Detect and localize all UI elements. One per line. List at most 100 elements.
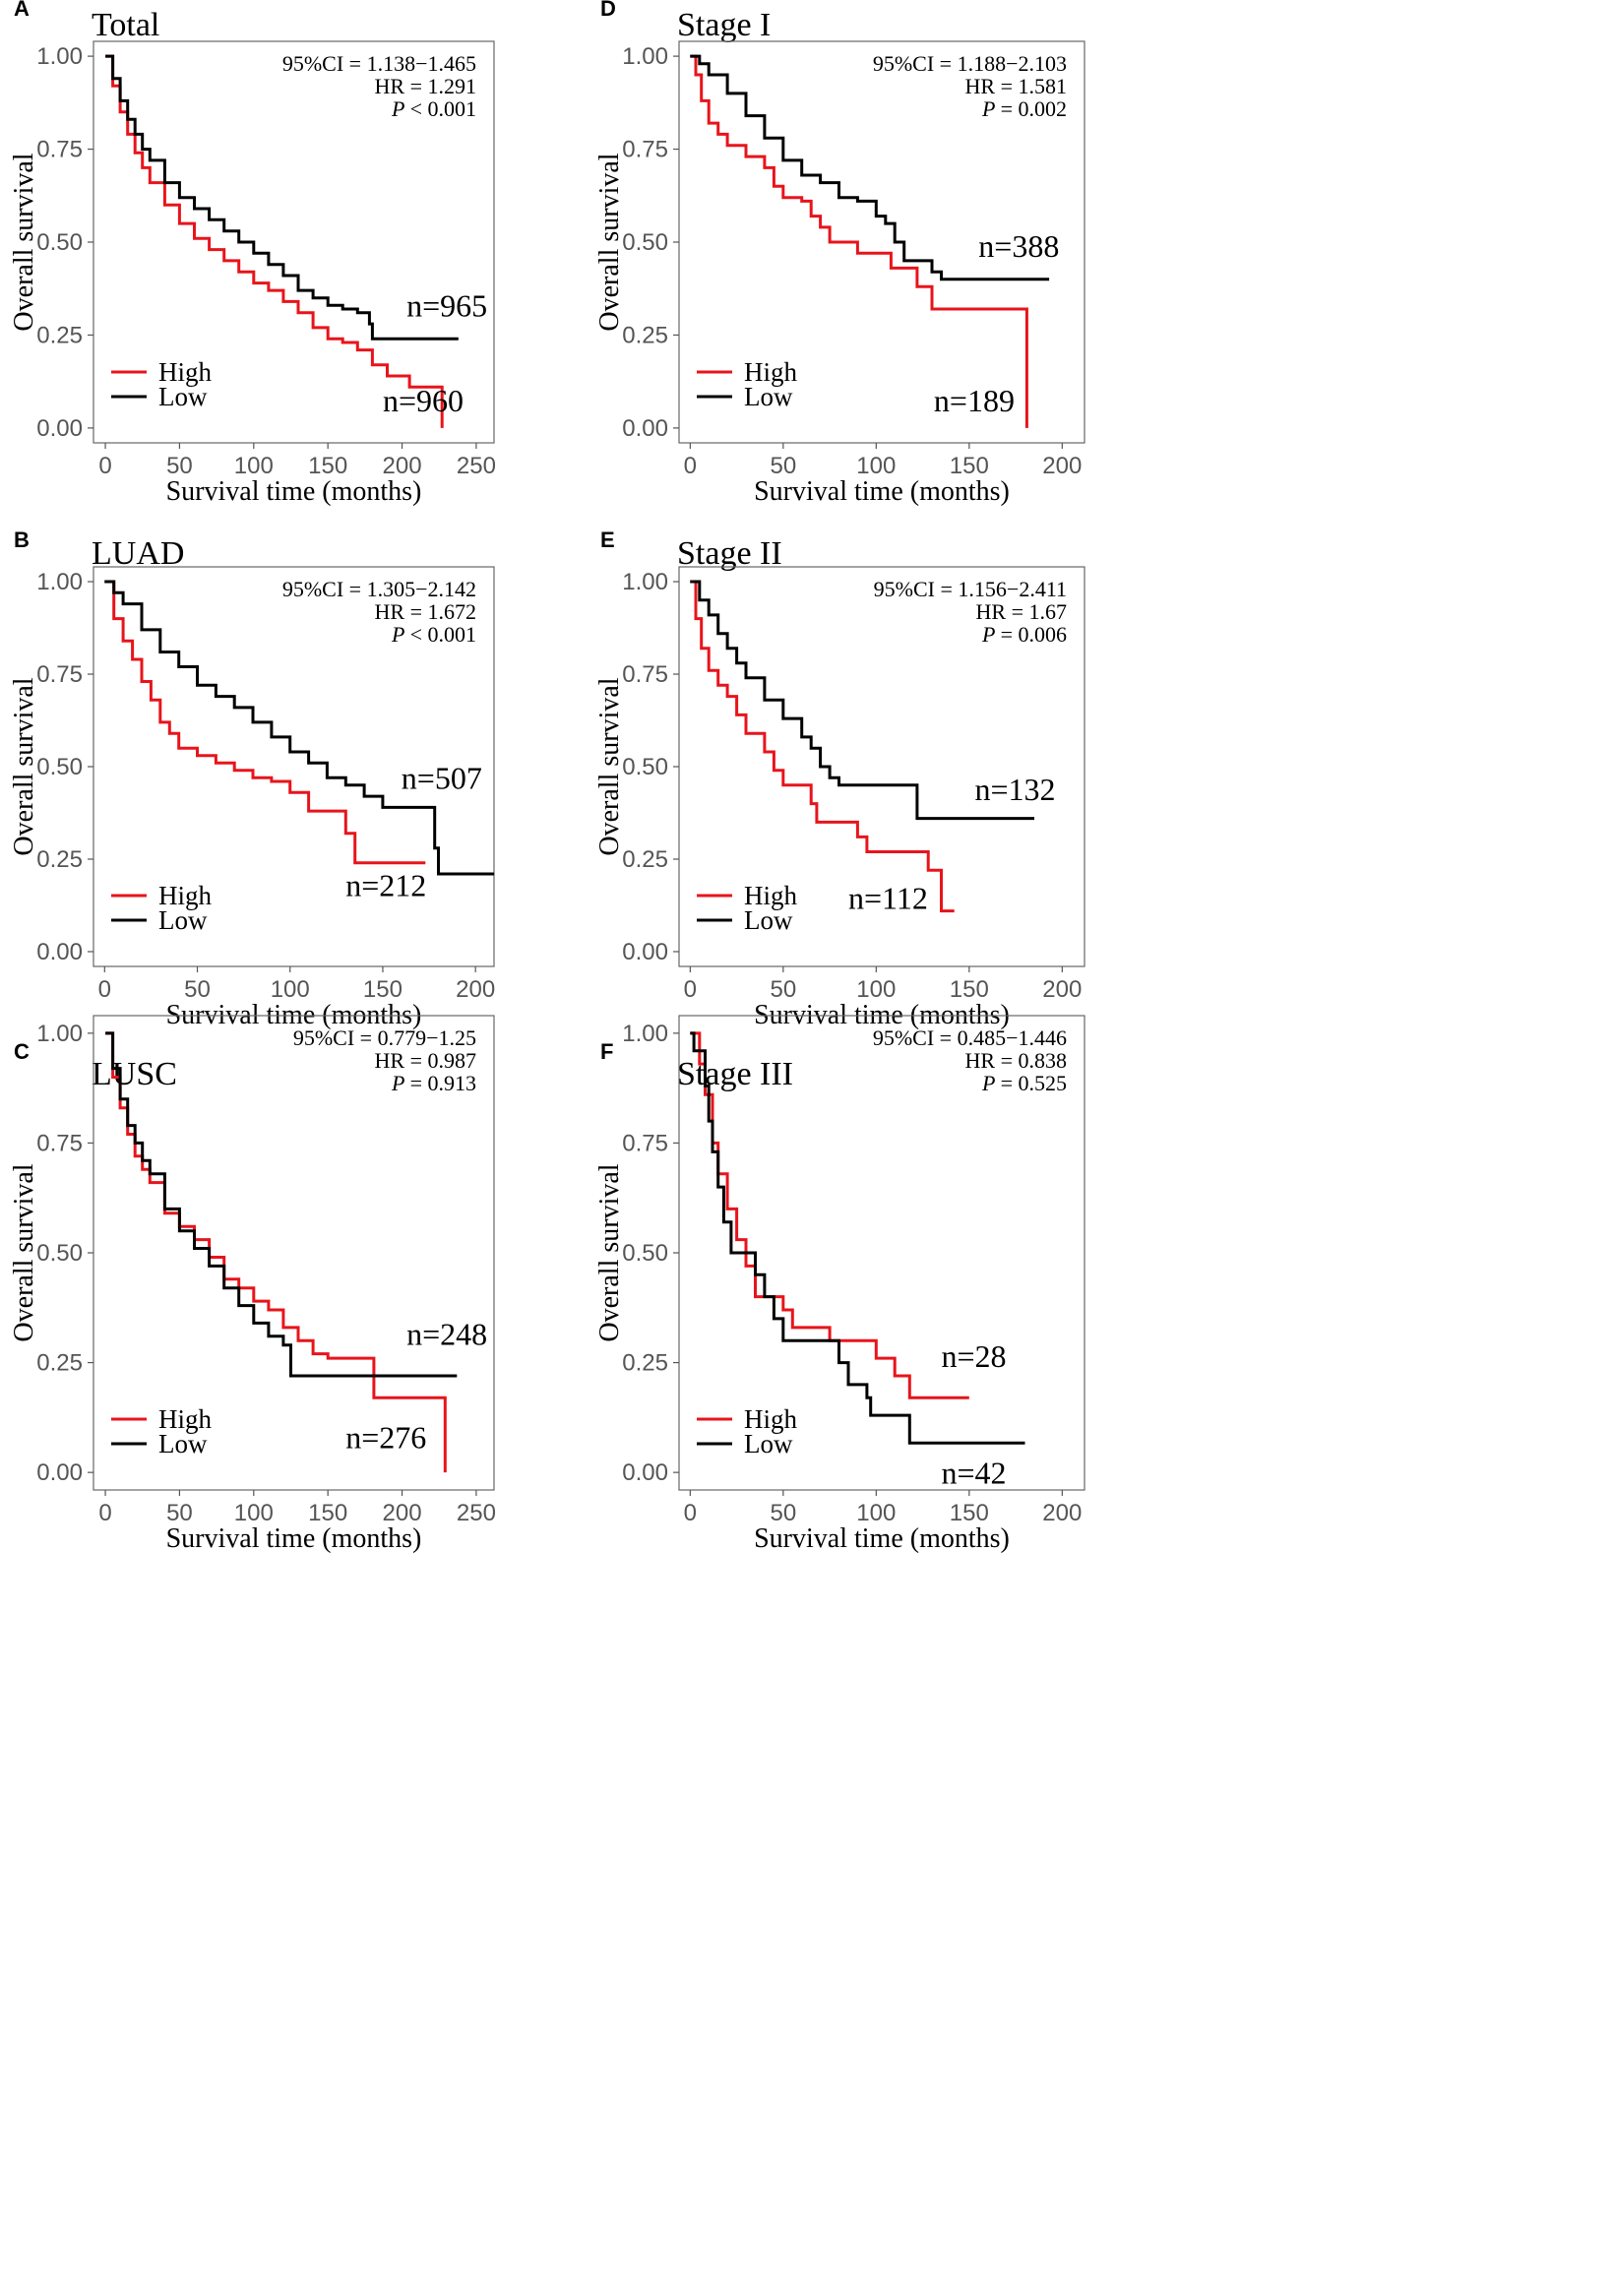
ci-text: 95%CI = 1.156−2.411 [874, 577, 1067, 601]
hr-text: HR = 1.67 [976, 599, 1067, 624]
legend-label-high: High [744, 881, 798, 910]
panel-title: Total [92, 7, 159, 43]
y-tick-label: 0.75 [36, 661, 83, 688]
legend-label-high: High [744, 1404, 798, 1434]
panel-title: LUAD [92, 535, 184, 572]
panel-e: E Stage II 0.00 0.25 0.50 0.75 1.00 0 50 100 150 20… [594, 527, 1085, 1030]
hr-text: HR = 0.987 [375, 1048, 476, 1073]
km-curve-high [105, 54, 444, 428]
km-curve-low [690, 1031, 1025, 1445]
y-tick-label: 0.50 [622, 229, 668, 256]
x-tick-label: 200 [1042, 976, 1082, 1003]
n-label: n=28 [941, 1338, 1006, 1374]
hr-text: HR = 1.672 [375, 599, 476, 624]
ci-text: 95%CI = 0.779−1.25 [293, 1025, 476, 1050]
legend-label-low: Low [744, 1429, 793, 1458]
x-axis-label: Survival time (months) [166, 1523, 422, 1554]
ci-text: 95%CI = 1.305−2.142 [282, 577, 476, 601]
x-tick-label: 50 [166, 1500, 193, 1526]
x-tick-label: 200 [1042, 1500, 1082, 1526]
n-label: n=276 [345, 1420, 426, 1456]
y-tick-label: 1.00 [36, 1021, 83, 1047]
n-label: n=132 [974, 772, 1055, 807]
km-curve-high [690, 580, 955, 913]
legend-label-high: High [158, 881, 213, 910]
panel-letter: D [600, 0, 616, 21]
panel-title: Stage III [677, 1056, 793, 1092]
y-tick-label: 0.50 [622, 754, 668, 780]
y-tick-label: 0.25 [36, 322, 83, 348]
y-axis-label: Overall survival [594, 153, 625, 331]
panel-a: A Total 0.00 0.25 0.50 0.75 1.00 0 50 100 150 200 25… [9, 0, 496, 507]
x-tick-label: 100 [234, 1500, 274, 1526]
x-tick-label: 0 [98, 453, 111, 479]
legend-label-high: High [158, 1404, 213, 1434]
panel-letter: B [14, 527, 30, 552]
x-tick-label: 50 [166, 453, 193, 479]
n-label: n=965 [406, 288, 487, 324]
km-curve-low [104, 580, 494, 876]
panel-letter: A [14, 0, 30, 21]
y-tick-label: 1.00 [622, 1021, 668, 1047]
x-tick-label: 250 [457, 1500, 496, 1526]
ci-text: 95%CI = 1.138−1.465 [282, 51, 476, 76]
x-tick-label: 150 [950, 976, 989, 1003]
panel-c: C LUSC 0.00 0.25 0.50 0.75 1.00 0 50 100 150 200 250… [9, 1015, 496, 1554]
x-tick-label: 50 [770, 976, 796, 1003]
x-tick-label: 200 [456, 976, 495, 1003]
x-axis-label: Survival time (months) [754, 1523, 1010, 1554]
p-value-text: P = 0.006 [981, 622, 1067, 647]
n-label: n=960 [383, 383, 464, 418]
panel-d: D Stage I 0.00 0.25 0.50 0.75 1.00 0 50 100 150 200… [594, 0, 1085, 507]
legend-label-high: High [158, 357, 213, 387]
x-tick-label: 100 [234, 453, 274, 479]
panel-title: LUSC [92, 1056, 177, 1092]
n-label: n=189 [934, 383, 1015, 418]
y-tick-label: 0.75 [36, 1130, 83, 1156]
hr-text: HR = 1.291 [375, 74, 476, 98]
y-tick-label: 1.00 [622, 569, 668, 595]
x-tick-label: 200 [383, 453, 422, 479]
x-tick-label: 100 [856, 1500, 896, 1526]
panel-letter: F [600, 1039, 613, 1064]
y-axis-label: Overall survival [9, 153, 39, 331]
x-tick-label: 100 [856, 453, 896, 479]
legend-label-low: Low [158, 905, 208, 935]
panel-title: Stage II [677, 535, 782, 572]
km-curve-high [105, 1031, 447, 1473]
n-label: n=388 [978, 228, 1059, 264]
ci-text: 95%CI = 1.188−2.103 [873, 51, 1067, 76]
y-tick-label: 1.00 [622, 43, 668, 70]
km-curve-low [105, 54, 459, 341]
legend-label-low: Low [158, 1429, 208, 1458]
x-tick-label: 150 [308, 1500, 347, 1526]
km-curve-low [690, 580, 1034, 821]
panel-f: F Stage III 0.00 0.25 0.50 0.75 1.00 0 50 100 150 2… [594, 1015, 1085, 1554]
y-tick-label: 0.25 [622, 322, 668, 348]
x-tick-label: 100 [856, 976, 896, 1003]
n-label: n=212 [345, 868, 426, 903]
x-tick-label: 150 [308, 453, 347, 479]
y-axis-label: Overall survival [9, 677, 39, 855]
y-tick-label: 0.25 [36, 846, 83, 873]
y-tick-label: 0.50 [36, 229, 83, 256]
x-tick-label: 0 [98, 976, 111, 1003]
y-tick-label: 0.00 [36, 415, 83, 442]
y-tick-label: 0.00 [36, 1459, 83, 1486]
y-tick-label: 0.75 [36, 137, 83, 163]
y-tick-label: 1.00 [36, 43, 83, 70]
hr-text: HR = 1.581 [965, 74, 1067, 98]
p-value-text: P = 0.002 [981, 96, 1067, 121]
legend-label-low: Low [744, 382, 793, 411]
legend-label-high: High [744, 357, 798, 387]
y-tick-label: 0.00 [622, 415, 668, 442]
x-tick-label: 0 [684, 1500, 697, 1526]
y-tick-label: 0.25 [622, 846, 668, 873]
x-tick-label: 50 [770, 453, 796, 479]
x-tick-label: 50 [770, 1500, 796, 1526]
y-tick-label: 0.25 [36, 1350, 83, 1377]
n-label: n=507 [402, 761, 482, 796]
n-label: n=42 [941, 1455, 1006, 1490]
x-tick-label: 0 [684, 453, 697, 479]
panel-letter: E [600, 527, 615, 552]
